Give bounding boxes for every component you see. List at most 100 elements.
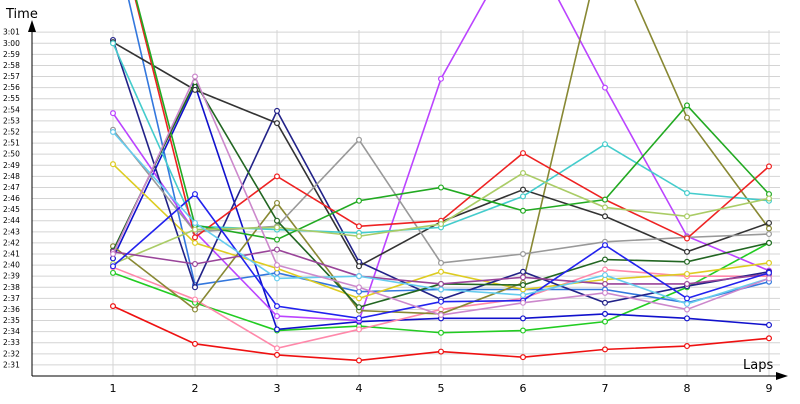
y-tick-label: 2:53 — [3, 116, 20, 125]
data-point — [438, 280, 445, 287]
data-point — [519, 299, 526, 306]
data-point — [438, 348, 445, 355]
y-tick-label: 2:54 — [3, 105, 20, 114]
data-point — [519, 282, 526, 289]
series-4 — [127, 0, 772, 306]
data-point — [192, 191, 199, 198]
data-point — [601, 310, 608, 317]
data-point — [356, 233, 363, 240]
data-point — [765, 225, 772, 232]
data-point — [765, 163, 772, 170]
data-point — [765, 219, 772, 226]
data-point — [519, 354, 526, 361]
data-point — [274, 313, 281, 320]
y-tick-label: 2:42 — [3, 238, 20, 247]
data-point — [601, 272, 608, 279]
y-tick-label: 2:40 — [3, 261, 20, 270]
data-point — [109, 129, 116, 136]
data-point — [438, 286, 445, 293]
data-point — [192, 239, 199, 246]
y-tick-label: 2:35 — [3, 316, 20, 325]
data-point — [519, 150, 526, 157]
data-point — [274, 326, 281, 333]
data-point — [356, 273, 363, 280]
data-point — [519, 315, 526, 322]
data-point — [274, 351, 281, 358]
x-axis-title: Laps — [743, 358, 773, 373]
data-point — [274, 199, 281, 206]
data-point — [274, 262, 281, 269]
y-axis-arrow — [28, 20, 36, 32]
data-point — [438, 75, 445, 82]
data-point — [683, 248, 690, 255]
data-point — [192, 284, 199, 291]
data-point — [192, 306, 199, 313]
data-point — [356, 304, 363, 311]
data-point — [192, 234, 199, 241]
data-point — [192, 86, 199, 93]
data-point — [519, 251, 526, 258]
data-point — [109, 40, 116, 47]
data-point — [765, 335, 772, 342]
series-1 — [109, 303, 772, 364]
data-point — [356, 315, 363, 322]
data-point — [683, 102, 690, 109]
data-point — [109, 161, 116, 168]
y-tick-label: 2:33 — [3, 338, 20, 347]
data-point — [109, 269, 116, 276]
series-layer — [109, 0, 772, 364]
y-tick-label: 2:49 — [3, 161, 20, 170]
y-tick-label: 2:45 — [3, 205, 20, 214]
data-point — [274, 236, 281, 243]
data-point — [356, 295, 363, 302]
data-point — [519, 186, 526, 193]
data-point — [601, 346, 608, 353]
series-20 — [109, 73, 772, 319]
y-tick-label: 2:32 — [3, 349, 20, 358]
data-point — [683, 235, 690, 242]
data-point — [274, 246, 281, 253]
data-point — [519, 292, 526, 299]
y-tick-label: 3:01 — [3, 28, 20, 37]
y-tick-label: 2:52 — [3, 128, 20, 137]
x-tick-label: 7 — [602, 382, 609, 395]
y-tick-label: 2:59 — [3, 50, 20, 59]
data-point — [765, 259, 772, 266]
y-axis-title: Time — [5, 7, 38, 22]
y-tick-label: 2:31 — [3, 360, 20, 369]
data-point — [356, 136, 363, 143]
data-point — [601, 242, 608, 249]
data-point — [192, 73, 199, 80]
y-tick-label: 2:51 — [3, 139, 20, 148]
data-point — [765, 239, 772, 246]
data-point — [601, 213, 608, 220]
data-point — [519, 274, 526, 281]
data-point — [274, 224, 281, 231]
data-point — [109, 110, 116, 117]
x-tick-label: 8 — [684, 382, 691, 395]
data-point — [192, 260, 199, 267]
data-point — [683, 343, 690, 350]
x-tick-label: 1 — [110, 382, 117, 395]
data-point — [356, 197, 363, 204]
y-tick-label: 2:55 — [3, 94, 20, 103]
data-point — [274, 173, 281, 180]
data-point — [438, 298, 445, 305]
data-point — [274, 275, 281, 282]
data-point — [274, 120, 281, 127]
data-point — [765, 321, 772, 328]
data-point — [765, 231, 772, 238]
data-point — [765, 275, 772, 282]
data-point — [765, 195, 772, 202]
y-tick-label: 2:46 — [3, 194, 20, 203]
data-point — [519, 207, 526, 214]
data-point — [438, 329, 445, 336]
data-point — [601, 266, 608, 273]
data-point — [601, 141, 608, 148]
y-tick-label: 2:57 — [3, 72, 20, 81]
data-point — [683, 315, 690, 322]
data-point — [192, 296, 199, 303]
data-point — [109, 263, 116, 270]
data-point — [274, 345, 281, 352]
data-point — [519, 327, 526, 334]
